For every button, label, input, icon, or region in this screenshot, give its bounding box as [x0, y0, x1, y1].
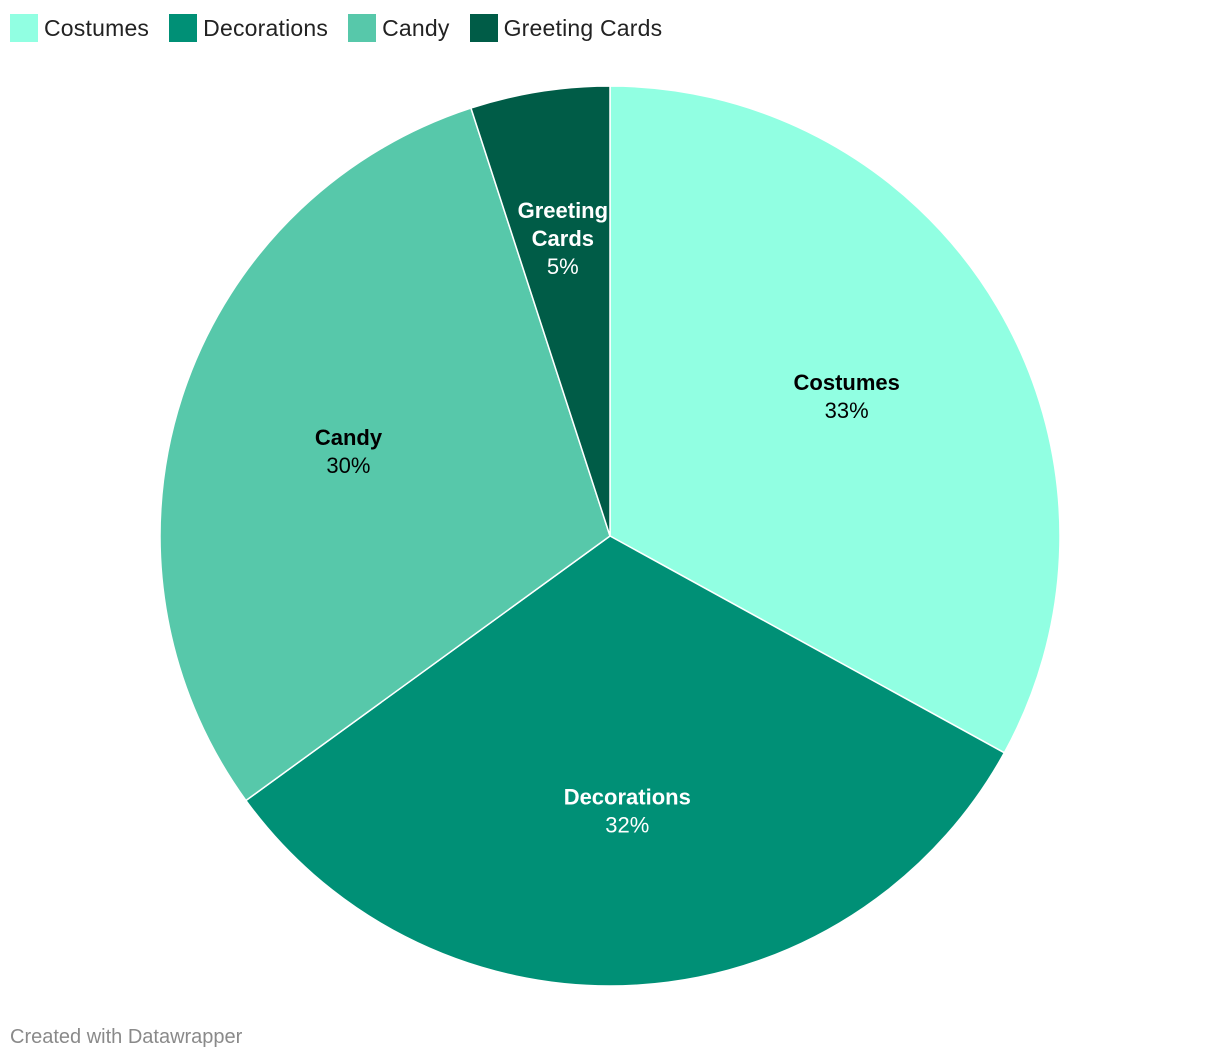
- slice-label-value-decorations: 32%: [605, 812, 649, 837]
- pie-slice-greeting-cards: [469, 85, 611, 537]
- slice-label-name-candy: Candy: [315, 425, 383, 450]
- legend-item-decorations: Decorations: [169, 14, 328, 42]
- pie-slice-costumes: [609, 85, 1061, 754]
- slice-label-name-costumes: Costumes: [794, 370, 900, 395]
- legend-label-costumes: Costumes: [44, 14, 150, 41]
- slice-label-value-costumes: 33%: [825, 398, 869, 423]
- legend-swatch-candy: [348, 14, 377, 42]
- legend-label-candy: Candy: [382, 14, 450, 41]
- legend-swatch-decorations: [169, 14, 198, 42]
- legend-label-greeting-cards: Greeting Cards: [503, 14, 663, 41]
- slice-label-greeting-cards: Greeting Cards 5%: [518, 198, 608, 279]
- chart-legend: Costumes Decorations Candy Greeting Card…: [10, 12, 682, 44]
- slice-label-value-greeting-cards: 5%: [547, 254, 579, 279]
- pie-slice-candy: [159, 107, 611, 802]
- legend-swatch-greeting-cards: [469, 14, 498, 42]
- legend-item-greeting-cards: Greeting Cards: [469, 14, 663, 42]
- footer-credit: Created with Datawrapper: [10, 1026, 243, 1048]
- legend-item-candy: Candy: [348, 14, 449, 42]
- pie-slice-decorations: [244, 535, 1006, 987]
- slice-label-name-decorations: Decorations: [564, 784, 691, 809]
- slice-label-name-greeting-cards: Greeting: [518, 198, 608, 223]
- slice-label-name-greeting-cards: Cards: [532, 226, 594, 251]
- slice-label-costumes: Costumes 33%: [794, 370, 900, 423]
- legend-swatch-costumes: [10, 14, 38, 42]
- slice-label-value-candy: 30%: [326, 453, 370, 478]
- slice-label-decorations: Decorations 32%: [564, 784, 691, 837]
- slice-label-candy: Candy 30%: [315, 425, 383, 478]
- legend-item-costumes: Costumes: [10, 14, 149, 42]
- legend-label-decorations: Decorations: [203, 14, 329, 41]
